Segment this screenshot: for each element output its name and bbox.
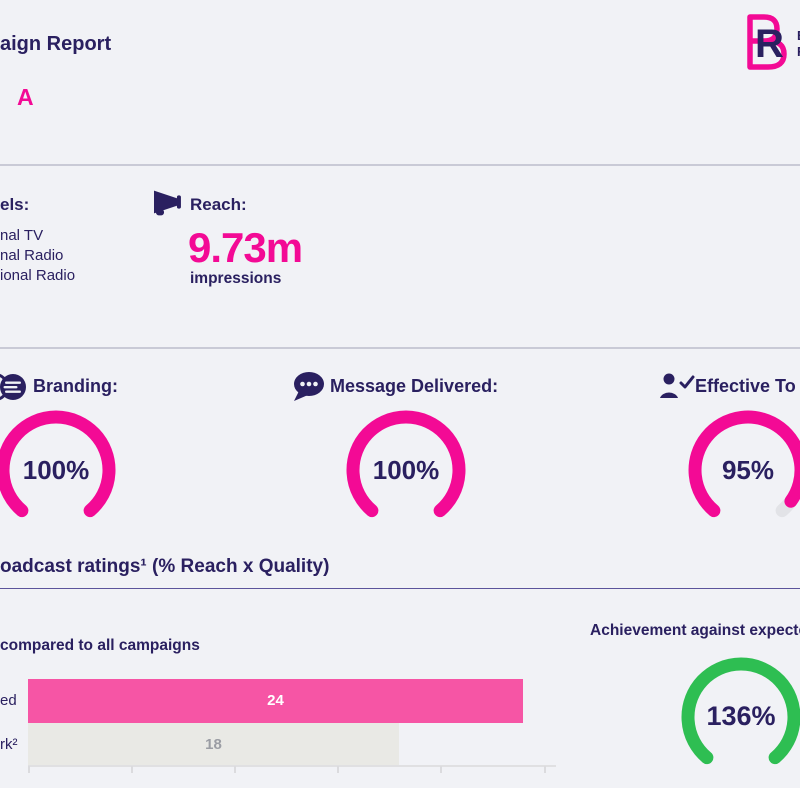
x-axis-tick [131,766,133,773]
chat-bubble-icon [294,372,324,401]
channel-item-national-radio: nal Radio [0,247,64,264]
logo-side-text-line1: B [797,28,800,43]
achievement-gauge-arc [681,657,800,765]
page-title: aign Report [0,33,112,55]
channels-label: els: [0,195,30,214]
comparison-caption: compared to all campaigns [0,637,200,654]
bar-row-label-delivered: ed [0,692,17,709]
logo-r-letter: R [755,22,784,66]
channel-item-regional-radio: ional Radio [0,267,76,284]
x-axis-tick [28,766,30,773]
effective-gauge-value: 95% [721,455,775,485]
channel-item-tv: nal TV [0,227,44,244]
kpi-label-message-delivered: Message Delivered: [330,376,499,396]
branding-gauge-value: 100% [22,455,90,485]
x-axis-line [28,765,556,767]
megaphone-icon [154,190,181,216]
coins-icon [0,373,26,401]
effective-gauge-arc [688,410,800,518]
x-axis-tick [337,766,339,773]
x-axis-tick [234,766,236,773]
logo-side-text-line2: R [797,44,800,59]
x-axis-tick [544,766,546,773]
message-gauge-arc [346,410,466,518]
reach-value: 9.73m [188,224,303,271]
delivered-bar-value: 24 [267,692,284,709]
x-axis-tick [440,766,442,773]
reach-caption: impressions [190,270,282,287]
benchmark-bar: 18 [28,723,399,766]
message-gauge-value: 100% [372,455,440,485]
person-check-icon [660,373,695,398]
achievement-gauge-value: 136% [706,701,776,731]
brand-logo: R [747,14,787,70]
ratings-section-heading: oadcast ratings¹ (% Reach x Quality) [0,556,330,577]
campaign-name: A [17,84,34,110]
branding-gauge-arc [0,410,116,518]
header-divider [0,164,800,166]
kpi-label-effective: Effective To [695,376,796,396]
benchmark-bar-value: 18 [205,736,222,753]
summary-divider [0,347,800,349]
bar-row-label-benchmark: rk² [0,736,18,753]
reach-label: Reach: [190,195,247,214]
delivered-bar: 24 [28,679,523,723]
logo-b-outline [747,14,787,70]
ratings-heading-divider [0,588,800,589]
kpi-label-branding: Branding: [33,376,118,396]
achievement-caption: Achievement against expecte [590,622,800,639]
